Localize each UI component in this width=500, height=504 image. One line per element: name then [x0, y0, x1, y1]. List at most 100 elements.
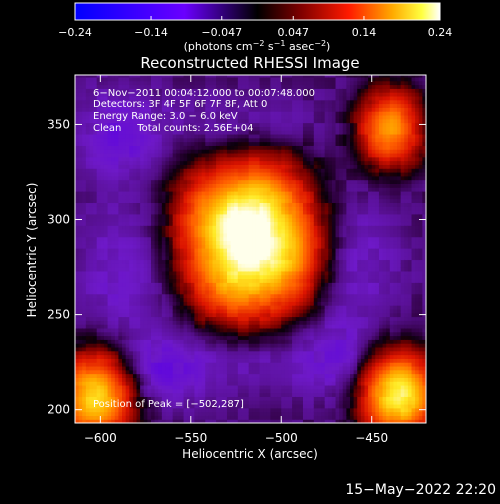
heatmap-cell	[231, 157, 235, 161]
heatmap-cell	[245, 259, 249, 263]
heatmap-cell	[108, 374, 112, 378]
heatmap-cell	[115, 374, 119, 378]
heatmap-cell	[267, 81, 271, 85]
heatmap-cell	[133, 145, 137, 149]
heatmap-cell	[151, 355, 155, 359]
heatmap-cell	[104, 145, 108, 149]
heatmap-cell	[115, 81, 119, 85]
heatmap-cell	[133, 339, 137, 343]
heatmap-cell	[187, 267, 191, 271]
heatmap-cell	[267, 275, 271, 279]
heatmap-cell	[165, 275, 169, 279]
heatmap-cell	[263, 362, 267, 366]
heatmap-cell	[86, 142, 90, 146]
heatmap-cell	[126, 332, 130, 336]
heatmap-cell	[194, 309, 198, 313]
heatmap-cell	[260, 412, 264, 416]
heatmap-cell	[184, 199, 188, 203]
heatmap-cell	[147, 161, 151, 165]
heatmap-cell	[137, 134, 141, 138]
heatmap-cell	[270, 412, 274, 416]
heatmap-cell	[267, 366, 271, 370]
heatmap-cell	[100, 134, 104, 138]
heatmap-cell	[231, 176, 235, 180]
heatmap-cell	[169, 183, 173, 187]
heatmap-cell	[104, 218, 108, 222]
heatmap-cell	[129, 374, 133, 378]
heatmap-cell	[129, 252, 133, 256]
heatmap-cell	[256, 385, 260, 389]
heatmap-cell	[205, 199, 209, 203]
heatmap-cell	[194, 153, 198, 157]
heatmap-cell	[202, 77, 206, 81]
heatmap-cell	[118, 134, 122, 138]
heatmap-cell	[133, 244, 137, 248]
heatmap-cell	[245, 77, 249, 81]
heatmap-cell	[89, 305, 93, 309]
heatmap-cell	[86, 377, 90, 381]
heatmap-cell	[118, 225, 122, 229]
heatmap-cell	[223, 324, 227, 328]
heatmap-cell	[140, 320, 144, 324]
heatmap-cell	[213, 381, 217, 385]
heatmap-cell	[93, 347, 97, 351]
heatmap-cell	[209, 393, 213, 397]
heatmap-cell	[86, 309, 90, 313]
heatmap-cell	[169, 157, 173, 161]
heatmap-cell	[151, 267, 155, 271]
heatmap-cell	[155, 336, 159, 340]
heatmap-cell	[162, 358, 166, 362]
heatmap-cell	[100, 366, 104, 370]
heatmap-cell	[169, 81, 173, 85]
heatmap-cell	[176, 275, 180, 279]
heatmap-cell	[263, 237, 267, 241]
heatmap-cell	[147, 263, 151, 267]
heatmap-cell	[202, 320, 206, 324]
heatmap-cell	[100, 256, 104, 260]
heatmap-cell	[115, 176, 119, 180]
heatmap-cell	[198, 355, 202, 359]
heatmap-cell	[82, 115, 86, 119]
heatmap-cell	[198, 305, 202, 309]
heatmap-cell	[191, 218, 195, 222]
heatmap-cell	[176, 218, 180, 222]
heatmap-cell	[104, 195, 108, 199]
heatmap-cell	[205, 385, 209, 389]
heatmap-cell	[122, 259, 126, 263]
heatmap-cell	[260, 199, 264, 203]
heatmap-cell	[260, 244, 264, 248]
heatmap-cell	[176, 202, 180, 206]
heatmap-cell	[213, 225, 217, 229]
heatmap-cell	[234, 324, 238, 328]
heatmap-cell	[256, 77, 260, 81]
heatmap-cell	[118, 313, 122, 317]
heatmap-cell	[245, 294, 249, 298]
heatmap-cell	[93, 415, 97, 419]
heatmap-cell	[162, 168, 166, 172]
heatmap-cell	[137, 305, 141, 309]
heatmap-cell	[169, 206, 173, 210]
heatmap-cell	[79, 301, 83, 305]
heatmap-cell	[140, 374, 144, 378]
heatmap-cell	[165, 157, 169, 161]
heatmap-cell	[118, 278, 122, 282]
heatmap-cell	[144, 187, 148, 191]
heatmap-cell	[213, 324, 217, 328]
heatmap-cell	[249, 210, 253, 214]
heatmap-cell	[129, 355, 133, 359]
heatmap-cell	[252, 115, 256, 119]
heatmap-cell	[151, 195, 155, 199]
heatmap-cell	[227, 313, 231, 317]
heatmap-cell	[144, 233, 148, 237]
heatmap-cell	[140, 332, 144, 336]
heatmap-cell	[126, 206, 130, 210]
heatmap-cell	[173, 320, 177, 324]
heatmap-cell	[184, 240, 188, 244]
heatmap-cell	[79, 351, 83, 355]
heatmap-cell	[176, 362, 180, 366]
heatmap-cell	[169, 347, 173, 351]
heatmap-cell	[155, 351, 159, 355]
heatmap-cell	[115, 218, 119, 222]
heatmap-cell	[118, 355, 122, 359]
heatmap-cell	[140, 134, 144, 138]
